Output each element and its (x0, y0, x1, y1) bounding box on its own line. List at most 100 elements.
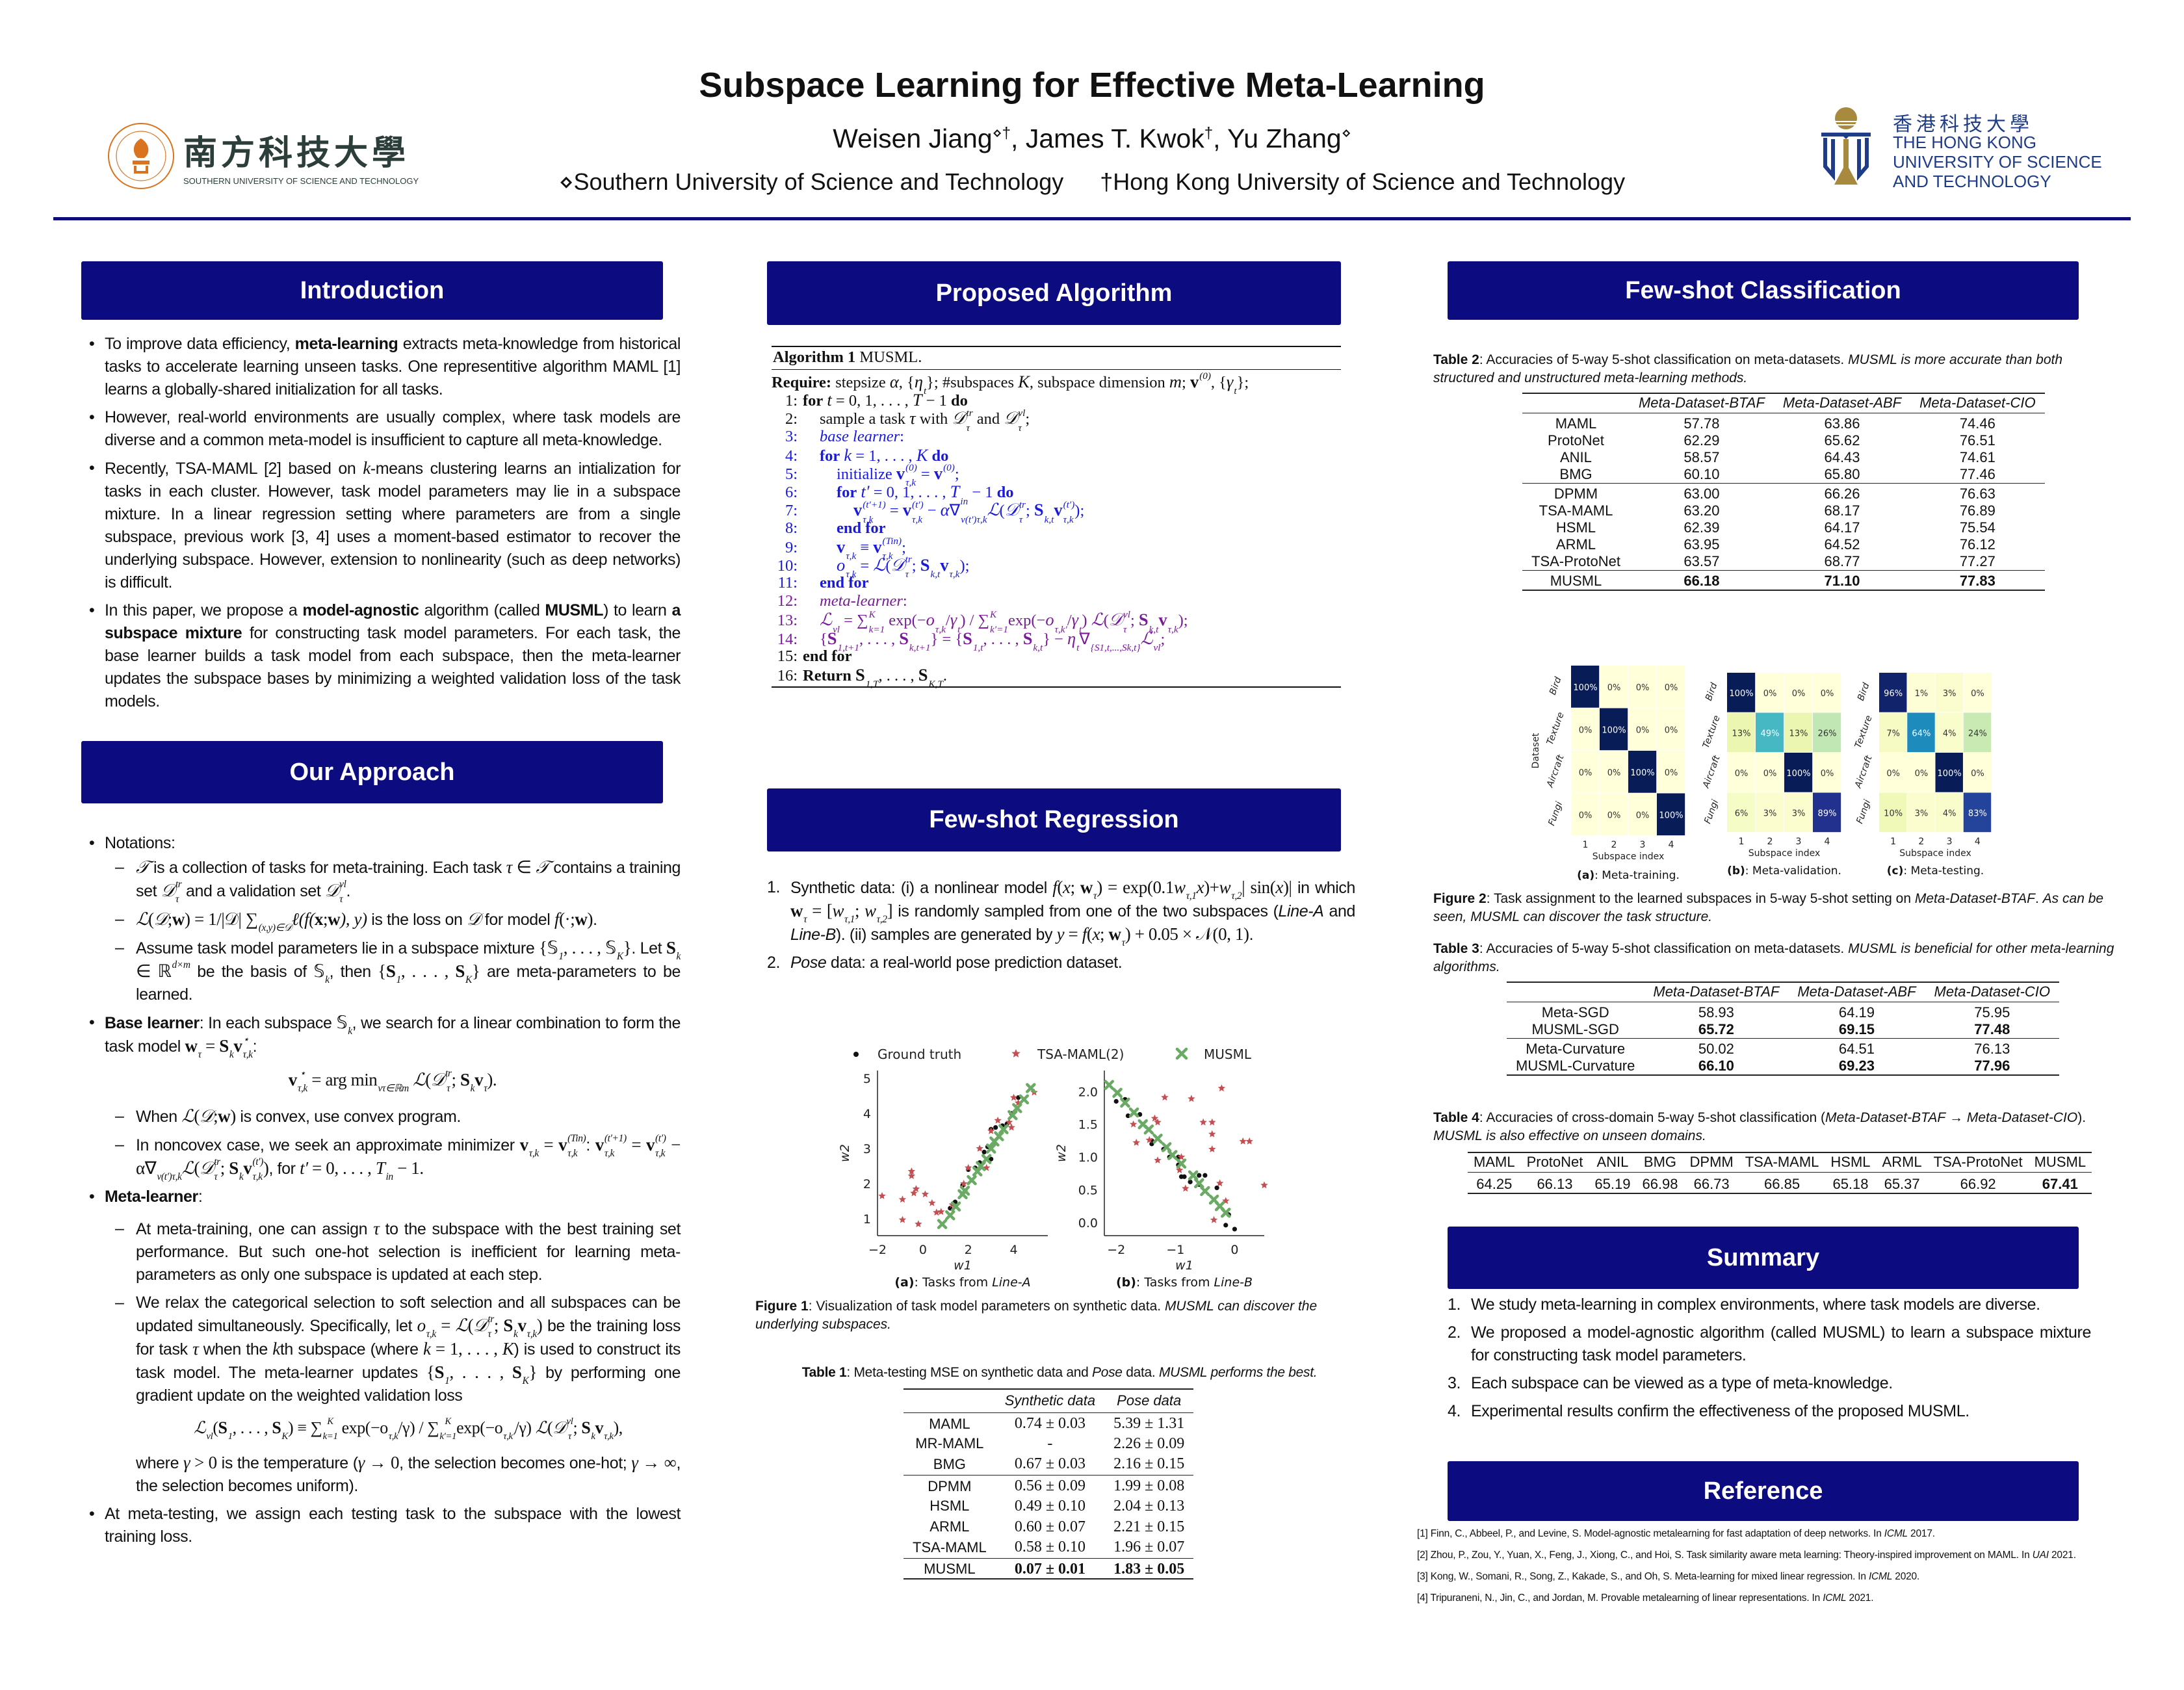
line-content: for t = 0, 1, . . . , T − 1 do (803, 390, 968, 410)
affiliation-hkust: †Hong Kong University of Science and Tec… (1100, 168, 1626, 195)
algorithm-line: 14: {S 1,t+1, . . . , S k,t+1} = {S 1,t, … (772, 629, 1341, 653)
base-learner-sublist: When ℒ(𝒟;w) is convex, use convex progra… (105, 1105, 681, 1183)
column-header: Meta-Dataset-CIO (1910, 393, 2045, 413)
math-symbol: v (940, 554, 949, 575)
math-symbol: → ∞ (638, 1453, 677, 1472)
musml-point (967, 1175, 977, 1186)
heatmap-cell (1600, 666, 1628, 708)
table-1: Synthetic data Pose data MAML 0.74 ± 0.03 5.… (904, 1388, 1194, 1580)
math-symbol: ℒ (408, 1070, 426, 1089)
math-script: τ,k (846, 569, 857, 580)
table-2: Meta-Dataset-BTAF Meta-Dataset-ABF Meta-Da… (1522, 393, 2045, 591)
heatmap-cell-label: 0% (1821, 769, 1834, 779)
algorithm-line: 9: v τ,k ≡ v (Tin) τ,k; (772, 535, 1341, 562)
math-symbol: f (554, 909, 560, 929)
introduction-body: To improve data efficiency, meta-learnin… (88, 333, 681, 718)
base-learner-item: Base learner: In each subspace 𝕊 k, we s… (88, 1011, 681, 1183)
column-label: 4 (1669, 840, 1674, 850)
math-script: (Tin) τ,k (882, 535, 902, 562)
math-symbol: ] (887, 901, 893, 920)
math-symbol: 𝒟 (430, 1070, 445, 1089)
ground-truth-point (1232, 1227, 1238, 1232)
heatmap-cell-label: 4% (1943, 729, 1956, 738)
table-cell: 63.20 (1684, 502, 1720, 519)
algorithm-line: 11: end for (772, 574, 1341, 592)
table-cell: 2.21 ± 0.15 (1113, 1518, 1185, 1535)
math-script: (t′) τ,k (252, 1156, 263, 1183)
section-header-summary: Summary (1448, 1227, 2079, 1289)
table-cell: 65.72 (1698, 1020, 1734, 1037)
heatmap-cell (1628, 708, 1657, 751)
list-number: 1. (1448, 1295, 1461, 1314)
line-content: for t′ = 0, 1, . . . , T in − 1 do (837, 482, 1014, 507)
x-axis-label: w1 (1175, 1258, 1193, 1273)
math-script: v(t′)τ,k (157, 1171, 182, 1183)
math-symbol: , . . . , (232, 1418, 272, 1437)
ground-truth-point (1182, 1174, 1187, 1179)
math-script: vl (833, 623, 840, 635)
math-symbol: > 0 (190, 1453, 217, 1472)
tsa-maml-point (1150, 1114, 1159, 1122)
italic-text: Pose (790, 954, 827, 972)
list-number: 4. (1448, 1402, 1461, 1420)
musml-point (1167, 1150, 1178, 1160)
ground-truth-point (1223, 1223, 1228, 1228)
math-symbol: /γ) / ∑ (398, 1418, 439, 1437)
method-name: ARML (1555, 536, 1596, 552)
tsa-maml-point (1009, 1093, 1018, 1101)
math-symbol: ℒ (535, 1418, 548, 1437)
table-cell: 1.83 ± 0.05 (1104, 1557, 1194, 1579)
table-cell: 75.95 (1974, 1004, 2010, 1020)
math-symbol: w (832, 901, 844, 920)
affiliation-sustech: ⋄Southern University of Science and Tech… (558, 168, 1064, 195)
line-number: 16: (777, 667, 798, 684)
heatmap-cell (1907, 712, 1935, 753)
math-symbol: γ (1226, 372, 1234, 391)
tsa-maml-point (987, 1127, 995, 1134)
table-row: BMG 60.10 65.80 77.46 (1522, 466, 2045, 484)
heatmap-cell (1784, 712, 1813, 753)
method-name: HSML (1555, 519, 1596, 536)
heatmap-cell (1657, 708, 1685, 751)
table-row: ARML 63.95 64.52 76.12 (1522, 536, 2045, 553)
reference-item: [3] Kong, W., Somani, R., Song, Z., Kaka… (1417, 1571, 1920, 1582)
bold-text: end for (803, 647, 852, 665)
math-script: k,t (1033, 642, 1043, 653)
math-symbol: w (1174, 878, 1186, 897)
math-script: (t′) τ,k (1063, 499, 1075, 525)
table-cell: 76.51 (1959, 432, 1996, 448)
introduction-list: To improve data efficiency, meta-learnin… (88, 333, 681, 713)
table-cell: 0.58 ± 0.10 (1014, 1539, 1086, 1556)
base-learner-text: Base learner: In each subspace 𝕊 k, we s… (105, 1013, 681, 1061)
heatmap-cell (1756, 712, 1784, 753)
table-header-row: MAML ProtoNet ANIL BMG DPMM TSA-MAML HSML ARML T… (1468, 1152, 2092, 1173)
math-symbol: min (350, 1070, 378, 1089)
author-mark: † (1204, 124, 1214, 142)
math-symbol: ℒ (194, 1418, 206, 1437)
math-symbol: ). (487, 1070, 497, 1089)
table-3: Meta-Dataset-BTAF Meta-Dataset-ABF Meta-Da… (1507, 982, 2060, 1076)
heatmap-cell (1813, 712, 1841, 753)
math-symbol: v (902, 500, 912, 520)
math-script: K (522, 1375, 529, 1387)
tsa-maml-point (994, 1116, 1002, 1124)
line-content: end for (820, 574, 869, 592)
math-symbol: γ (950, 610, 957, 630)
musml-point (1012, 1103, 1022, 1113)
algorithm-line: 1: for t = 0, 1, . . . , T − 1 do (772, 390, 1341, 410)
math-script: (t′) τ,k (912, 499, 924, 525)
table-cell: 62.29 (1684, 432, 1720, 448)
legend-label: Ground truth (878, 1046, 961, 1062)
base-learner-subitem: In noncovex case, we seek an approximate… (105, 1134, 681, 1183)
column-header: Pose data (1104, 1389, 1194, 1413)
author-name: James T. Kwok (1025, 124, 1204, 153)
table-4: MAML ProtoNet ANIL BMG DPMM TSA-MAML HSML ARML T… (1468, 1152, 2092, 1194)
math-symbol: ℒ (820, 610, 833, 630)
table-cell: 63.57 (1684, 552, 1720, 569)
table-cell: 66.92 (1960, 1175, 1996, 1192)
table-cell: 50.02 (1644, 1037, 1789, 1058)
math-symbol: v (519, 1135, 529, 1154)
musml-point (1152, 1134, 1163, 1144)
table-cell: 0.74 ± 0.03 (1014, 1415, 1086, 1433)
